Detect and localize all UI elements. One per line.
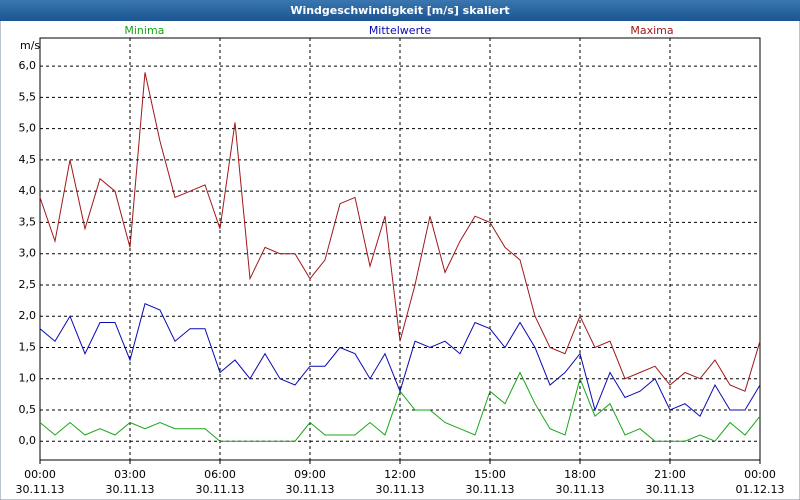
x-tick-date: 30.11.13 (466, 483, 515, 496)
y-tick-label: 3,5 (19, 215, 37, 228)
x-tick-date: 01.12.13 (736, 483, 785, 496)
x-tick-label: 15:00 (474, 468, 506, 481)
data-line (39, 72, 761, 392)
y-tick-label: 1,5 (19, 340, 37, 353)
legend-label: Minima (124, 24, 164, 37)
y-tick-label: 4,5 (19, 153, 37, 166)
x-tick-date: 30.11.13 (286, 483, 335, 496)
x-tick-date: 30.11.13 (16, 483, 65, 496)
x-tick-label: 21:00 (654, 468, 686, 481)
chart-title: Windgeschwindigkeit [m/s] skaliert (290, 4, 509, 17)
y-tick-label: 2,0 (19, 309, 37, 322)
y-tick-label: 6,0 (19, 59, 37, 72)
x-tick-label: 00:00 (24, 468, 56, 481)
x-tick-date: 30.11.13 (646, 483, 695, 496)
x-tick-label: 12:00 (384, 468, 416, 481)
y-tick-label: 2,5 (19, 278, 37, 291)
x-tick-label: 03:00 (114, 468, 146, 481)
x-tick-date: 30.11.13 (376, 483, 425, 496)
x-tick-label: 18:00 (564, 468, 596, 481)
y-axis-label: m/s (20, 39, 40, 52)
x-tick-label: 06:00 (204, 468, 236, 481)
y-tick-label: 4,0 (19, 184, 37, 197)
y-tick-label: 5,0 (19, 122, 37, 135)
title-bar (0, 0, 800, 21)
y-tick-label: 5,5 (19, 90, 37, 103)
y-tick-label: 3,0 (19, 247, 37, 260)
x-tick-label: 09:00 (294, 468, 326, 481)
x-tick-label: 00:00 (744, 468, 776, 481)
y-tick-label: 0,0 (19, 434, 37, 447)
x-tick-date: 30.11.13 (106, 483, 155, 496)
data-line (39, 303, 761, 417)
y-tick-label: 0,5 (19, 403, 37, 416)
y-tick-label: 1,0 (19, 372, 37, 385)
legend-label: Mittelwerte (369, 24, 432, 37)
x-tick-date: 30.11.13 (556, 483, 605, 496)
legend-label: Maxima (630, 24, 673, 37)
x-tick-date: 30.11.13 (196, 483, 245, 496)
